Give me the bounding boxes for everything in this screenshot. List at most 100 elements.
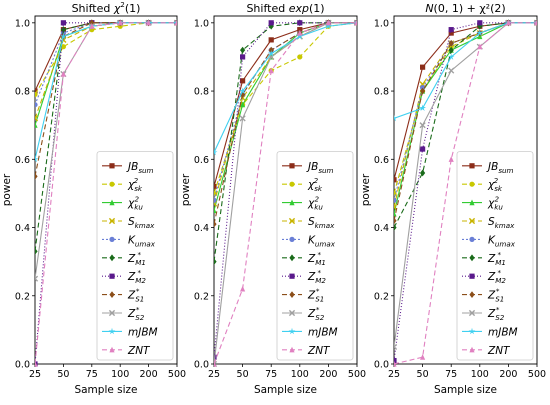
legend-item: Skmax bbox=[102, 216, 155, 230]
legend-label: ZNT bbox=[307, 345, 331, 357]
plot-frame bbox=[393, 15, 538, 365]
data-point bbox=[214, 207, 217, 214]
legend-label: mJBM bbox=[308, 326, 338, 338]
y-tick-label: 0.6 bbox=[15, 155, 30, 166]
y-tick-label: 0.4 bbox=[194, 223, 209, 234]
legend-marker bbox=[469, 254, 475, 262]
data-point bbox=[60, 20, 66, 26]
legend-item: ZNT bbox=[282, 345, 331, 357]
data-point bbox=[354, 19, 357, 26]
series-11 bbox=[214, 19, 357, 367]
legend-box bbox=[96, 151, 174, 361]
legend-label: Kumax bbox=[128, 234, 156, 248]
data-point bbox=[448, 30, 454, 36]
x-tick-label: 50 bbox=[237, 369, 249, 380]
x-axis-label: Sample size bbox=[254, 384, 317, 396]
data-point bbox=[394, 177, 397, 183]
legend-item: mJBM bbox=[462, 326, 518, 338]
series-line bbox=[214, 22, 357, 365]
data-point bbox=[214, 360, 217, 367]
chart-title: Shifted exp(1) bbox=[246, 2, 324, 15]
data-point bbox=[420, 146, 426, 152]
x-tick-label: 200 bbox=[499, 369, 517, 380]
legend-marker bbox=[469, 346, 475, 353]
legend-item: ZNT bbox=[462, 345, 511, 357]
legend-item: χsk2 bbox=[282, 176, 323, 193]
x-tick-label: 25 bbox=[208, 369, 220, 380]
legend-item: ZS2* bbox=[102, 305, 145, 322]
series-1 bbox=[35, 20, 177, 94]
legend-marker bbox=[289, 254, 295, 262]
data-point bbox=[420, 169, 426, 177]
legend-item: ZS1* bbox=[102, 287, 144, 304]
x-tick-label: 50 bbox=[417, 369, 429, 380]
y-tick-label: 0.2 bbox=[15, 291, 30, 302]
y-tick-label: 0.0 bbox=[15, 360, 30, 371]
legend-marker bbox=[469, 236, 475, 242]
y-tick-label: 0.2 bbox=[194, 291, 209, 302]
data-point bbox=[146, 19, 152, 26]
x-tick-label: 75 bbox=[86, 369, 98, 380]
legend-marker bbox=[288, 217, 296, 225]
series-line bbox=[394, 22, 537, 221]
data-point bbox=[59, 32, 67, 40]
series-line bbox=[214, 22, 357, 153]
legend-marker bbox=[109, 236, 115, 242]
data-point bbox=[214, 220, 217, 228]
data-point bbox=[394, 114, 398, 122]
legend-label: χsk2 bbox=[487, 176, 503, 193]
y-tick-label: 1.0 bbox=[15, 18, 30, 29]
y-axis-label: power bbox=[1, 173, 13, 206]
x-tick-label: 200 bbox=[319, 369, 337, 380]
legend-item: ZM2* bbox=[102, 268, 146, 285]
legend-label: ZM2* bbox=[487, 268, 506, 285]
data-point bbox=[35, 115, 39, 122]
data-point bbox=[325, 19, 331, 26]
legend-item: ZM2* bbox=[462, 268, 506, 285]
data-point bbox=[35, 172, 38, 180]
legend-marker bbox=[469, 163, 475, 169]
x-tick-label: 500 bbox=[528, 369, 546, 380]
legend-label: χku2 bbox=[127, 195, 143, 212]
legend-item: Kumax bbox=[102, 234, 156, 248]
legend-marker bbox=[289, 273, 295, 279]
data-point bbox=[324, 22, 332, 30]
legend-item: χku2 bbox=[282, 195, 323, 212]
legend-item: ZS2* bbox=[462, 305, 505, 322]
data-point bbox=[117, 19, 123, 26]
legend-label: ZS2* bbox=[487, 305, 505, 322]
y-tick-label: 1.0 bbox=[194, 18, 209, 29]
legend-label: ZS1* bbox=[127, 287, 144, 304]
legend-marker bbox=[469, 199, 475, 206]
x-tick-label: 75 bbox=[265, 369, 277, 380]
x-tick-label: 100 bbox=[291, 369, 309, 380]
data-point bbox=[240, 78, 246, 84]
series-4 bbox=[35, 19, 177, 122]
data-point bbox=[89, 23, 95, 29]
series-line bbox=[394, 22, 537, 365]
y-tick-label: 0.8 bbox=[15, 87, 30, 98]
chart-title: N(0, 1) + χ²(2) bbox=[425, 2, 505, 15]
chart-title: Shifted χ2(1) bbox=[72, 1, 141, 15]
data-point bbox=[35, 122, 38, 128]
legend-marker bbox=[109, 163, 115, 169]
chart-panel-2: Shifted exp(1) 0.0 0.2 0.4 0.6 0.8 1.0 25 50 75 10… bbox=[180, 2, 366, 396]
legend-label: JBsum bbox=[126, 161, 154, 175]
data-point bbox=[534, 19, 537, 26]
data-point bbox=[60, 44, 66, 50]
y-tick-label: 1.0 bbox=[374, 18, 389, 29]
series-line bbox=[394, 22, 537, 119]
legend-marker bbox=[289, 291, 295, 298]
y-tick-label: 0.4 bbox=[15, 223, 30, 234]
legend-marker bbox=[109, 199, 115, 206]
legend-item: mJBM bbox=[102, 326, 158, 338]
legend-label: ZS2* bbox=[127, 305, 145, 322]
x-tick-label: 100 bbox=[111, 369, 129, 380]
legend-item: mJBM bbox=[282, 326, 338, 338]
data-point bbox=[35, 248, 38, 255]
data-point bbox=[420, 87, 426, 95]
data-point bbox=[35, 155, 39, 163]
data-point bbox=[214, 197, 217, 203]
